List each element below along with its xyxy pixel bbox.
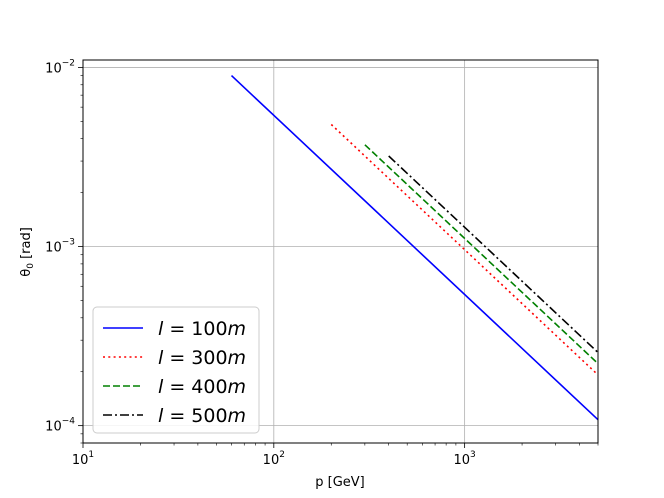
axis-ticks: 101 102 103 10−4 10−3 10−2	[45, 58, 599, 468]
series-lines	[230, 75, 599, 421]
legend-box	[92, 306, 260, 434]
plot-frame	[82, 59, 599, 444]
x-tick-label: 102	[263, 450, 285, 468]
legend-entry-500: l = 500m	[158, 405, 246, 427]
x-axis-label: p [GeV]	[315, 475, 365, 490]
legend: l = 100m l = 300m l = 400m l = 500m	[92, 306, 260, 434]
legend-entry-300: l = 300m	[158, 347, 246, 369]
x-tick-label: 101	[72, 450, 94, 468]
y-tick-label: 10−3	[45, 238, 75, 256]
legend-entry-400: l = 400m	[158, 376, 246, 398]
legend-entry-100: l = 100m	[158, 318, 246, 340]
series-line-100	[230, 75, 599, 421]
y-tick-label: 10−2	[45, 58, 75, 76]
x-tick-label: 103	[453, 450, 475, 468]
series-line-400	[364, 144, 599, 365]
y-tick-label: 10−4	[45, 417, 75, 435]
y-axis-label: θ0 [rad]	[19, 227, 36, 277]
series-line-500	[388, 155, 599, 354]
